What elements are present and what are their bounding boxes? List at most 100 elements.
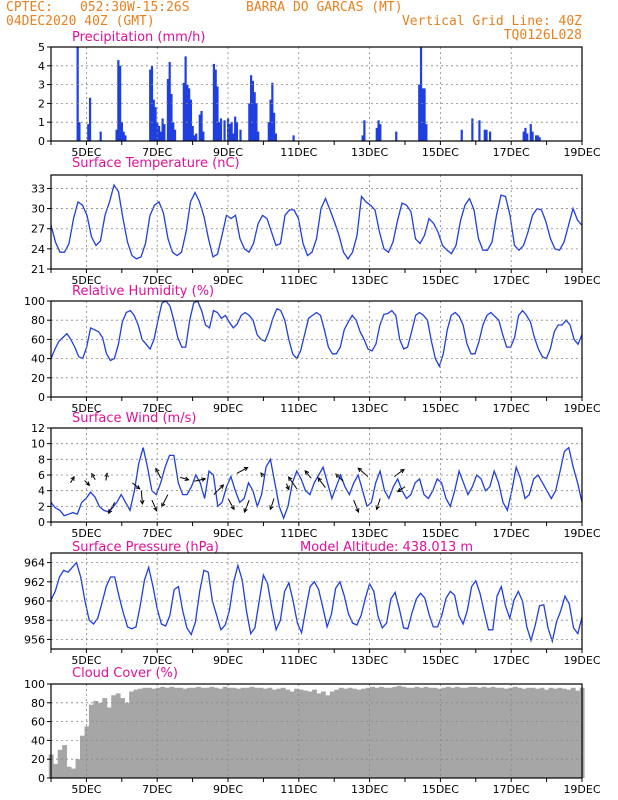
rh-xtick-label-0: 5DEC	[71, 402, 101, 415]
wind-vector-head-18	[285, 485, 290, 491]
precip-bar-80	[526, 133, 529, 141]
header-location-coords: 052:30W-15:26S	[80, 0, 190, 15]
wind-vector-4	[108, 502, 116, 514]
cloud-bar-45	[249, 686, 255, 778]
header-source: CPTEC:	[6, 0, 53, 15]
cloud-xtick-label-1: 7DEC	[142, 783, 172, 796]
wind-vector-head-16	[260, 472, 265, 477]
temp-xtick-label-7: 19DEC	[563, 274, 600, 287]
wind-xtick-label-3: 11DEC	[280, 527, 317, 540]
wind-xtick-label-7: 19DEC	[563, 527, 600, 540]
temp-ytick-label-1: 24	[31, 243, 45, 256]
precip-bar-49	[248, 103, 251, 141]
wind-ytick-label-2: 4	[38, 485, 45, 498]
cloud-bar-49	[267, 687, 273, 778]
precip-bar-10	[124, 135, 127, 141]
cloud-bar-89	[445, 686, 451, 778]
precip-bar-66	[395, 131, 398, 141]
cloud-bar-62	[325, 695, 331, 778]
cloud-bar-11	[97, 702, 103, 778]
precip-bar-60	[292, 135, 295, 141]
temp-xtick-label-3: 11DEC	[280, 274, 317, 287]
wind-vector-head-27	[396, 487, 402, 493]
cloud-bar-51	[276, 688, 282, 778]
wind-vector-8	[155, 468, 162, 479]
precip-bar-58	[273, 112, 276, 141]
cloud-bar-8	[84, 726, 90, 778]
cloud-frame	[50, 683, 583, 779]
rh-xtick-label-6: 17DEC	[493, 402, 530, 415]
precip-bar-36	[212, 63, 216, 141]
precip-ytick-label-5: 5	[38, 41, 45, 54]
cloud-bar-72	[370, 686, 375, 778]
precip-bar-55	[267, 122, 270, 141]
wind-vector-head-2	[91, 472, 96, 478]
precip-bar-83	[534, 135, 538, 141]
header-grid-note: Vertical Grid Line: 40Z	[401, 14, 582, 29]
precip-bar-54	[257, 131, 260, 141]
precip-bar-26	[184, 56, 187, 141]
cloud-bar-115	[561, 688, 567, 778]
cloud-bar-103	[508, 687, 514, 778]
temp-xtick-label-4: 13DEC	[351, 274, 388, 287]
cloud-bar-73	[374, 687, 380, 778]
cloud-bar-99	[490, 686, 496, 778]
precip-bar-69	[421, 88, 424, 141]
cloud-bar-44	[245, 687, 250, 778]
cloud-bar-52	[280, 687, 286, 778]
precip-bar-16	[157, 125, 161, 141]
wind-vector-head-20	[304, 470, 310, 475]
cloud-bar-66	[343, 688, 349, 778]
wind-vector-head-13	[230, 505, 235, 511]
header-model-code: TQ0126L028	[503, 28, 582, 43]
cloud-bar-112	[548, 687, 554, 778]
pressure-xtick-label-5: 15DEC	[422, 654, 459, 667]
rh-ytick-label-2: 40	[31, 353, 45, 366]
rh-frame	[50, 300, 583, 398]
wind-xtick-label-2: 9DEC	[213, 527, 243, 540]
pressure-title: Surface Pressure (hPa)	[72, 540, 219, 555]
precip-xtick-label-4: 13DEC	[351, 146, 388, 159]
cloud-bar-86	[432, 687, 438, 778]
cloud-bar-29	[178, 687, 184, 778]
temp-ytick-label-0: 21	[31, 263, 45, 276]
cloud-bar-1	[53, 763, 59, 778]
cloud-bar-25	[160, 686, 166, 778]
cloud-bar-109	[535, 688, 541, 778]
cloud-ytick-label-2: 40	[31, 734, 45, 747]
cloud-bar-12	[102, 698, 108, 778]
precip-bar-65	[379, 124, 382, 141]
wind-ytick-label-4: 8	[38, 453, 45, 466]
precip-bar-32	[195, 133, 198, 141]
cloud-bar-26	[164, 687, 170, 778]
cloud-ytick-label-5: 100	[24, 678, 45, 691]
cloud-xtick-label-5: 15DEC	[422, 783, 459, 796]
wind-vector-11	[194, 478, 206, 482]
cloud-bar-27	[169, 686, 175, 778]
cloud-bar-113	[552, 688, 558, 778]
precip-xtick-label-7: 19DEC	[563, 146, 600, 159]
precip-bar-59	[274, 133, 277, 141]
precip-title: Precipitation (mm/h)	[72, 30, 205, 45]
temp-ytick-label-3: 30	[31, 203, 45, 216]
cloud-bar-93	[463, 687, 469, 778]
precip-bar-38	[216, 86, 219, 141]
cloud-bar-6	[75, 759, 81, 778]
cloud-bar-7	[80, 735, 85, 778]
wind-vector-head-5	[135, 484, 141, 490]
wind-vector-27	[397, 486, 406, 492]
cloud-bar-90	[450, 687, 456, 778]
rh-ytick-label-1: 20	[31, 372, 45, 385]
wind-vector-head-12	[219, 484, 225, 489]
precip-xtick-label-5: 15DEC	[422, 146, 459, 159]
precip-bar-47	[235, 122, 239, 141]
pressure-ytick-label-1: 958	[24, 614, 45, 627]
precip-bar-57	[271, 82, 274, 141]
cloud-bar-42	[236, 688, 242, 778]
precip-bar-25	[182, 82, 185, 141]
cloud-bar-77	[392, 686, 398, 778]
cloud-ytick-label-4: 80	[31, 697, 45, 710]
precip-bar-22	[170, 94, 173, 141]
cloud-bar-84	[423, 686, 429, 778]
